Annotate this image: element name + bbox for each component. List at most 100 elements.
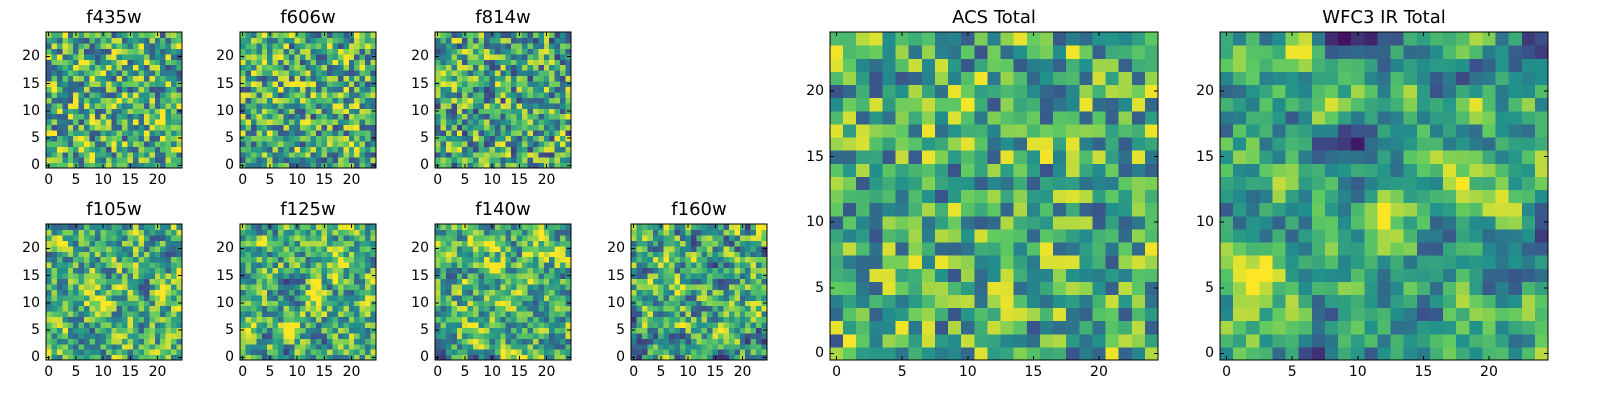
heatmap-cell <box>532 278 539 285</box>
heatmap-cell <box>316 338 323 345</box>
heatmap-cell <box>332 283 339 290</box>
heatmap-cell <box>51 321 58 328</box>
heatmap-cell <box>100 64 107 71</box>
heatmap-cell <box>440 53 447 60</box>
heatmap-cell <box>934 307 949 322</box>
heatmap-cell <box>451 32 458 39</box>
heatmap-cell <box>560 245 567 252</box>
heatmap-cell <box>327 343 334 350</box>
heatmap-cell <box>440 97 447 104</box>
heatmap-cell <box>337 53 344 60</box>
heatmap-cell <box>78 135 85 142</box>
heatmap-cell <box>122 53 129 60</box>
heatmap-cell <box>500 80 507 87</box>
heatmap-cell <box>961 241 975 256</box>
heatmap-cell <box>494 129 501 136</box>
heatmap-cell <box>489 59 496 66</box>
heatmap-cell <box>138 245 145 252</box>
heatmap-cell <box>701 300 708 307</box>
heatmap-cell <box>310 119 317 126</box>
heatmap-cell <box>46 70 53 77</box>
heatmap-cell <box>51 124 58 131</box>
heatmap-cell <box>46 321 53 328</box>
heatmap-cell <box>948 163 962 177</box>
heatmap-cell <box>105 48 112 55</box>
heatmap-cell <box>138 146 145 153</box>
heatmap-cell <box>138 289 145 296</box>
heatmap-cell <box>467 135 474 142</box>
heatmap-cell <box>921 320 936 335</box>
heatmap-cell <box>116 70 123 77</box>
heatmap-cell <box>1026 294 1041 309</box>
heatmap-cell <box>500 151 507 158</box>
heatmap-cell <box>1000 150 1015 164</box>
heatmap-cell <box>456 289 463 296</box>
heatmap-cell <box>532 262 539 269</box>
heatmap-cell <box>370 157 377 164</box>
heatmap-cell <box>138 59 145 66</box>
heatmap-cell <box>456 75 463 82</box>
heatmap-cell <box>712 267 719 274</box>
heatmap-cell <box>294 70 301 77</box>
heatmap-cell <box>830 150 844 164</box>
heatmap-cell <box>440 300 447 307</box>
heatmap-cell <box>1144 189 1159 204</box>
heatmap-cell <box>948 346 962 361</box>
heatmap-cell <box>122 267 129 274</box>
heatmap-cell <box>73 343 80 350</box>
heatmap-cell <box>240 146 247 153</box>
heatmap-cell <box>516 119 523 126</box>
heatmap-cell <box>549 289 556 296</box>
heatmap-cell <box>489 80 496 87</box>
heatmap-cell <box>46 251 53 258</box>
heatmap-cell <box>278 300 285 307</box>
heatmap-cell <box>154 251 161 258</box>
heatmap-cell <box>538 224 545 231</box>
heatmap-cell <box>652 272 659 279</box>
heatmap-cell <box>316 278 323 285</box>
heatmap-cell <box>283 119 290 126</box>
y-tick-label: 20 <box>216 48 234 65</box>
heatmap-cell <box>565 289 572 296</box>
heatmap-cell <box>663 278 670 285</box>
heatmap-cell <box>111 321 118 328</box>
heatmap-cell <box>435 305 442 312</box>
heatmap-cell <box>723 300 730 307</box>
heatmap-cell <box>696 311 703 318</box>
heatmap-cell <box>440 354 447 361</box>
heatmap-cell <box>489 48 496 55</box>
heatmap-cell <box>473 135 480 142</box>
heatmap-cell <box>321 289 328 296</box>
heatmap-cell <box>489 157 496 164</box>
heatmap-cell <box>560 119 567 126</box>
heatmap-cell <box>483 240 490 247</box>
heatmap-cell <box>73 48 80 55</box>
heatmap-cell <box>283 240 290 247</box>
heatmap-cell <box>288 86 295 93</box>
heatmap-cell <box>451 349 458 356</box>
heatmap-cell <box>348 146 355 153</box>
heatmap-cell <box>67 70 74 77</box>
heatmap-cell <box>532 300 539 307</box>
heatmap-cell <box>171 37 178 44</box>
heatmap-cell <box>527 338 534 345</box>
heatmap-cell <box>685 262 692 269</box>
heatmap-cell <box>305 289 312 296</box>
heatmap-cell <box>160 272 167 279</box>
heatmap-cell <box>348 42 355 49</box>
heatmap-cell <box>78 240 85 247</box>
heatmap-cell <box>165 229 172 236</box>
heatmap-cell <box>549 59 556 66</box>
heatmap-cell <box>445 332 452 339</box>
heatmap-cell <box>538 162 545 169</box>
heatmap-cell <box>62 86 69 93</box>
heatmap-cell <box>560 97 567 104</box>
heatmap-cell <box>921 176 936 191</box>
heatmap-cell <box>133 305 140 312</box>
heatmap-cell <box>165 146 172 153</box>
heatmap-cell <box>327 338 334 345</box>
heatmap-cell <box>143 42 150 49</box>
heatmap-cell <box>522 300 529 307</box>
heatmap-cell <box>122 86 129 93</box>
heatmap-cell <box>288 343 295 350</box>
